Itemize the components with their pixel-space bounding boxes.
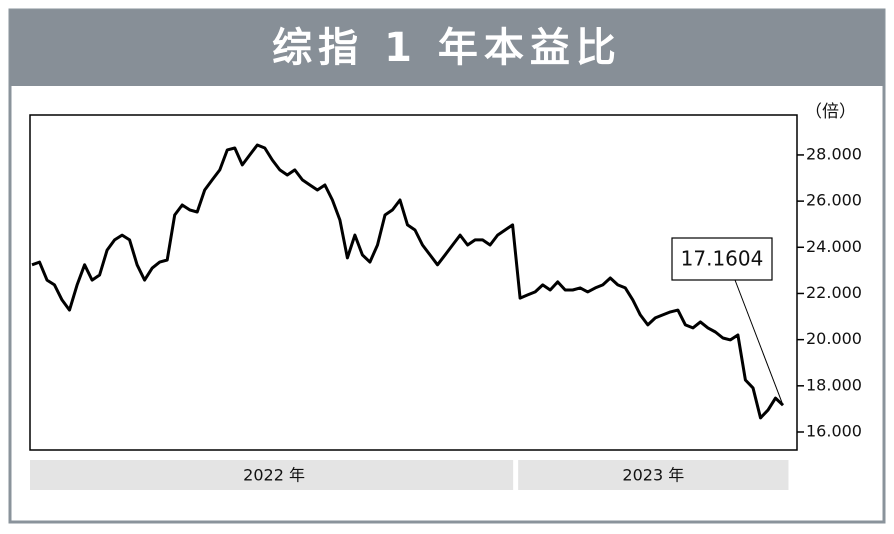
- y-tick-label: 22.000: [806, 283, 862, 302]
- y-tick-label: 20.000: [806, 329, 862, 348]
- x-group-label: 2023 年: [622, 466, 684, 485]
- x-group-box: [30, 460, 514, 490]
- y-tick-label: 26.000: [806, 191, 862, 210]
- y-tick-label: 28.000: [806, 144, 862, 163]
- x-group-box: [518, 460, 789, 490]
- annotation-box: [671, 237, 773, 281]
- x-group-label: 2022 年: [243, 466, 305, 485]
- y-unit: （倍）: [805, 102, 856, 122]
- title-banner: [10, 10, 884, 86]
- annotation-label: 17.1604: [681, 247, 764, 271]
- annotation-leader: [734, 279, 784, 406]
- y-tick-label: 16.000: [806, 421, 862, 440]
- chart-title: 综指 1 年本益比: [272, 25, 622, 71]
- y-tick-label: 24.000: [806, 237, 862, 256]
- y-tick-label: 18.000: [806, 375, 862, 394]
- line: [31, 143, 785, 420]
- plot-frame: [29, 114, 798, 451]
